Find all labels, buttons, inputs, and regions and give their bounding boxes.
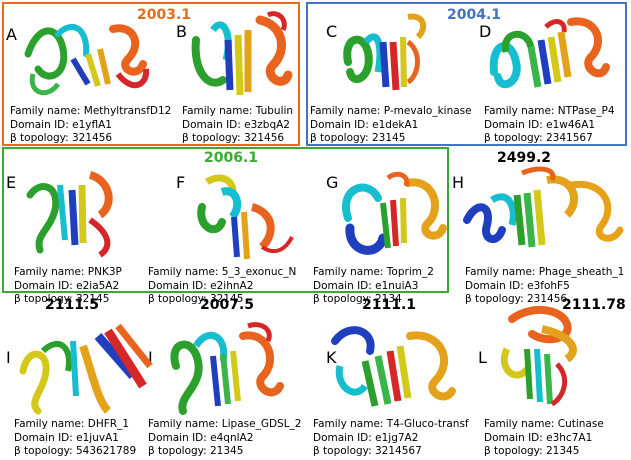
panel-info-l: Family name: Cutinase Domain ID: e3hc7A1… bbox=[484, 418, 604, 459]
beta-topology: β topology: 321456 bbox=[10, 132, 113, 144]
family-name: Family name: Phage_sheath_1 bbox=[465, 266, 625, 278]
panel-letter: F bbox=[176, 173, 186, 192]
panel-info-d: Family name: NTPase_P4 Domain ID: e1w46A… bbox=[484, 105, 615, 146]
beta-topology: β topology: 3214567 bbox=[313, 445, 422, 457]
group-label-2111-1: 2111.1 bbox=[362, 297, 417, 313]
protein-structure-image bbox=[192, 167, 302, 267]
protein-structure-image bbox=[168, 316, 288, 421]
group-label-2004-1: 2004.1 bbox=[447, 7, 502, 23]
domain-id: Domain ID: e1w46A1 bbox=[484, 118, 596, 131]
panel-info-k: Family name: T4-Gluco-transf Domain ID: … bbox=[313, 418, 469, 459]
group-label-2111-5: 2111.5 bbox=[45, 297, 100, 313]
group-box-2006-1 bbox=[2, 147, 449, 293]
beta-topology: β topology: 321456 bbox=[182, 132, 285, 144]
domain-id: Domain ID: e1juvA1 bbox=[14, 431, 119, 444]
group-box-2003-1 bbox=[2, 2, 300, 146]
panel-letter: E bbox=[6, 173, 17, 192]
domain-id: Domain ID: e3hc7A1 bbox=[484, 431, 593, 444]
domain-id: Domain ID: e2ihnA2 bbox=[148, 279, 254, 292]
beta-topology: β topology: 543621789 bbox=[14, 445, 137, 457]
protein-structure-image bbox=[188, 10, 298, 106]
family-name: Family name: P-mevalo_kinase bbox=[310, 105, 472, 117]
domain-id: Domain ID: e3fohF5 bbox=[465, 279, 570, 292]
beta-topology: β topology: 32145 bbox=[148, 293, 244, 305]
panel-info-b: Family name: Tubulin Domain ID: e3zbqA2 … bbox=[182, 105, 293, 146]
protein-structure-image bbox=[462, 165, 627, 265]
group-label-2007-5: 2007.5 bbox=[200, 297, 255, 313]
panel-info-h: Family name: Phage_sheath_1 Domain ID: e… bbox=[465, 266, 624, 307]
panel-letter: C bbox=[326, 22, 338, 41]
family-name: Family name: Cutinase bbox=[484, 418, 604, 430]
beta-topology: β topology: 32145 bbox=[14, 293, 110, 305]
panel-letter: I bbox=[6, 348, 11, 367]
panel-info-g: Family name: Toprim_2 Domain ID: e1nuiA3… bbox=[313, 266, 434, 307]
domain-id: Domain ID: e1yflA1 bbox=[10, 118, 112, 131]
panel-info-f: Family name: 5_3_exonuc_N Domain ID: e2i… bbox=[148, 266, 296, 307]
domain-id: Domain ID: e2ia5A2 bbox=[14, 279, 120, 292]
protein-structure-image bbox=[492, 304, 592, 414]
family-name: Family name: Lipase_GDSL_2 bbox=[148, 418, 302, 430]
group-label-2003-1: 2003.1 bbox=[137, 7, 192, 23]
domain-id: Domain ID: e4qnlA2 bbox=[148, 431, 254, 444]
protein-structure-image bbox=[338, 168, 448, 264]
family-name: Family name: DHFR_1 bbox=[14, 418, 130, 430]
protein-structure-image bbox=[20, 165, 130, 265]
domain-id: Domain ID: e1jg7A2 bbox=[313, 431, 419, 444]
group-label-2499-2: 2499.2 bbox=[497, 150, 552, 166]
family-name: Family name: Tubulin bbox=[182, 105, 294, 117]
beta-topology: β topology: 23145 bbox=[310, 132, 406, 144]
group-label-2006-1: 2006.1 bbox=[204, 150, 259, 166]
protein-structure-image bbox=[18, 316, 158, 421]
beta-topology: β topology: 2341567 bbox=[484, 132, 593, 144]
family-name: Family name: MethyltransfD12 bbox=[10, 105, 172, 117]
panel-info-j: Family name: Lipase_GDSL_2 Domain ID: e4… bbox=[148, 418, 302, 459]
panel-info-e: Family name: PNK3P Domain ID: e2ia5A2 β … bbox=[14, 266, 122, 307]
beta-topology: β topology: 2134 bbox=[313, 293, 402, 305]
panel-letter: G bbox=[326, 173, 339, 192]
panel-info-c: Family name: P-mevalo_kinase Domain ID: … bbox=[310, 105, 472, 146]
beta-topology: β topology: 21345 bbox=[148, 445, 244, 457]
protein-structure-image bbox=[330, 316, 460, 416]
panel-letter: L bbox=[478, 348, 487, 367]
panel-letter: A bbox=[6, 25, 17, 44]
panel-letter: H bbox=[452, 173, 465, 192]
panel-letter: K bbox=[326, 348, 337, 367]
family-name: Family name: 5_3_exonuc_N bbox=[148, 266, 297, 278]
domain-id: Domain ID: e1dekA1 bbox=[310, 118, 419, 131]
family-name: Family name: PNK3P bbox=[14, 266, 122, 278]
group-box-2004-1 bbox=[306, 2, 627, 146]
panel-info-a: Family name: MethyltransfD12 Domain ID: … bbox=[10, 105, 171, 146]
domain-id: Domain ID: e1nuiA3 bbox=[313, 279, 419, 292]
family-name: Family name: NTPase_P4 bbox=[484, 105, 615, 117]
family-name: Family name: T4-Gluco-transf bbox=[313, 418, 469, 430]
beta-topology: β topology: 231456 bbox=[465, 293, 568, 305]
protein-structure-image bbox=[486, 12, 616, 102]
protein-structure-image bbox=[18, 14, 158, 104]
domain-id: Domain ID: e3zbqA2 bbox=[182, 118, 290, 131]
group-label-2111-78: 2111.78 bbox=[562, 297, 626, 313]
panel-letter: B bbox=[176, 22, 187, 41]
protein-structure-image bbox=[338, 12, 448, 102]
panel-info-i: Family name: DHFR_1 Domain ID: e1juvA1 β… bbox=[14, 418, 136, 459]
panel-letter: D bbox=[479, 22, 492, 41]
family-name: Family name: Toprim_2 bbox=[313, 266, 434, 278]
panel-letter: J bbox=[148, 348, 153, 367]
beta-topology: β topology: 21345 bbox=[484, 445, 580, 457]
